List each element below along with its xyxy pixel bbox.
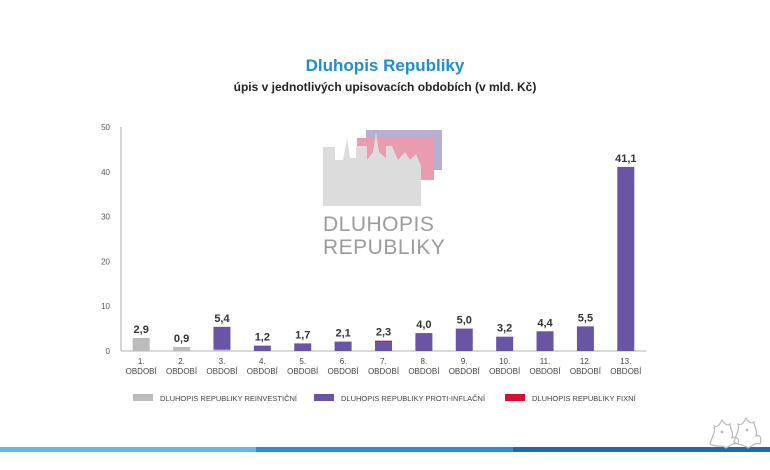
legend-swatch (133, 394, 153, 401)
x-category-label: OBDOBÍ (166, 367, 198, 376)
x-category-number: 1. (138, 357, 145, 366)
legend-label: DLUHOPIS REPUBLIKY FIXNÍ (532, 394, 637, 403)
data-label: 3,2 (497, 323, 512, 335)
y-tick-label: 20 (101, 257, 110, 266)
legend-swatch (314, 394, 334, 401)
data-label: 4,0 (416, 319, 431, 331)
state-emblem-icon (709, 416, 762, 449)
y-tick-labels: 0 10 20 30 40 50 (101, 123, 110, 356)
bar-segment (375, 342, 392, 351)
x-category-label: OBDOBÍ (206, 367, 238, 376)
bar-segment (213, 349, 231, 351)
x-category-label: OBDOBÍ (610, 367, 642, 376)
x-category-label: OBDOBÍ (449, 367, 481, 376)
x-category-label: OBDOBÍ (570, 367, 602, 376)
bar-segment (253, 345, 271, 351)
bar-segment (617, 166, 635, 351)
x-category-number: 9. (461, 357, 468, 366)
y-tick-label: 30 (101, 213, 110, 222)
data-label: 2,9 (134, 324, 149, 336)
x-category-label: OBDOBÍ (126, 367, 158, 376)
bar-segment (536, 331, 554, 351)
watermark-logo: DLUHOPIS REPUBLIKY (323, 130, 445, 259)
y-tick-label: 50 (101, 123, 110, 132)
legend-label: DLUHOPIS REPUBLIKY PROTI-INFLAČNÍ (341, 394, 486, 403)
x-category-label: OBDOBÍ (328, 367, 360, 376)
legend: DLUHOPIS REPUBLIKY REINVESTIČNÍ DLUHOPIS … (133, 394, 637, 403)
watermark-text-line1: DLUHOPIS (323, 213, 434, 236)
x-category-number: 4. (259, 357, 266, 366)
data-label: 0,9 (174, 333, 189, 345)
x-category-number: 7. (380, 357, 387, 366)
bar-segment (576, 326, 594, 351)
data-labels: 2,9 0,9 5,4 1,2 1,7 2,1 2,3 4,0 5,0 3,2 4,4 5,5 41,1 (134, 153, 637, 345)
x-category-label: OBDOBÍ (247, 367, 279, 376)
x-category-number: 12. (580, 357, 591, 366)
x-category-number: 11. (540, 357, 551, 366)
chart-subtitle: úpis v jednotlivých upisovacích obdobích… (233, 80, 537, 94)
data-label: 41,1 (615, 153, 636, 165)
watermark-castle-silhouette (323, 132, 421, 206)
data-label: 1,2 (255, 332, 270, 344)
x-category-label: OBDOBÍ (529, 367, 561, 376)
x-category-number: 3. (219, 357, 226, 366)
legend-label: DLUHOPIS REPUBLIKY REINVESTIČNÍ (160, 394, 298, 403)
x-category-label: OBDOBÍ (489, 367, 521, 376)
x-category-label: OBDOBÍ (368, 367, 400, 376)
bar-segment (213, 326, 231, 350)
data-label: 2,3 (376, 327, 391, 339)
bar-segment (132, 338, 150, 351)
y-tick-label: 0 (106, 347, 111, 356)
x-category-label: OBDOBÍ (408, 367, 440, 376)
x-category-labels: 1.OBDOBÍ2.OBDOBÍ3.OBDOBÍ4.OBDOBÍ5.OBDOBÍ… (126, 357, 643, 376)
footer-segment-mid (256, 447, 513, 452)
footer-color-bar (0, 447, 770, 452)
bar-segment (455, 328, 473, 351)
data-label: 5,4 (214, 313, 230, 325)
bar-segment (496, 336, 514, 351)
data-label: 4,4 (537, 317, 553, 329)
y-tick-label: 10 (101, 302, 110, 311)
x-category-number: 10. (499, 357, 510, 366)
data-label: 1,7 (295, 329, 310, 341)
footer-segment-light (0, 447, 256, 452)
watermark-text-line2: REPUBLIKY (323, 236, 445, 259)
bar-segment (173, 346, 191, 351)
x-category-number: 5. (299, 357, 306, 366)
x-category-number: 13. (620, 357, 631, 366)
x-category-number: 8. (421, 357, 428, 366)
data-label: 5,5 (578, 312, 593, 324)
chart-title: Dluhopis Republiky (305, 56, 465, 75)
x-category-label: OBDOBÍ (287, 367, 319, 376)
x-category-number: 6. (340, 357, 347, 366)
y-tick-label: 40 (101, 168, 110, 177)
bar-segment (375, 340, 392, 343)
data-label: 5,0 (457, 315, 472, 327)
bar-segment (334, 341, 352, 351)
legend-swatch (505, 394, 525, 401)
data-label: 2,1 (335, 328, 350, 340)
footer-segment-dark (513, 447, 770, 452)
bar-segment (415, 333, 433, 351)
bars (132, 166, 635, 351)
bar-segment (294, 343, 312, 351)
x-category-number: 2. (178, 357, 185, 366)
